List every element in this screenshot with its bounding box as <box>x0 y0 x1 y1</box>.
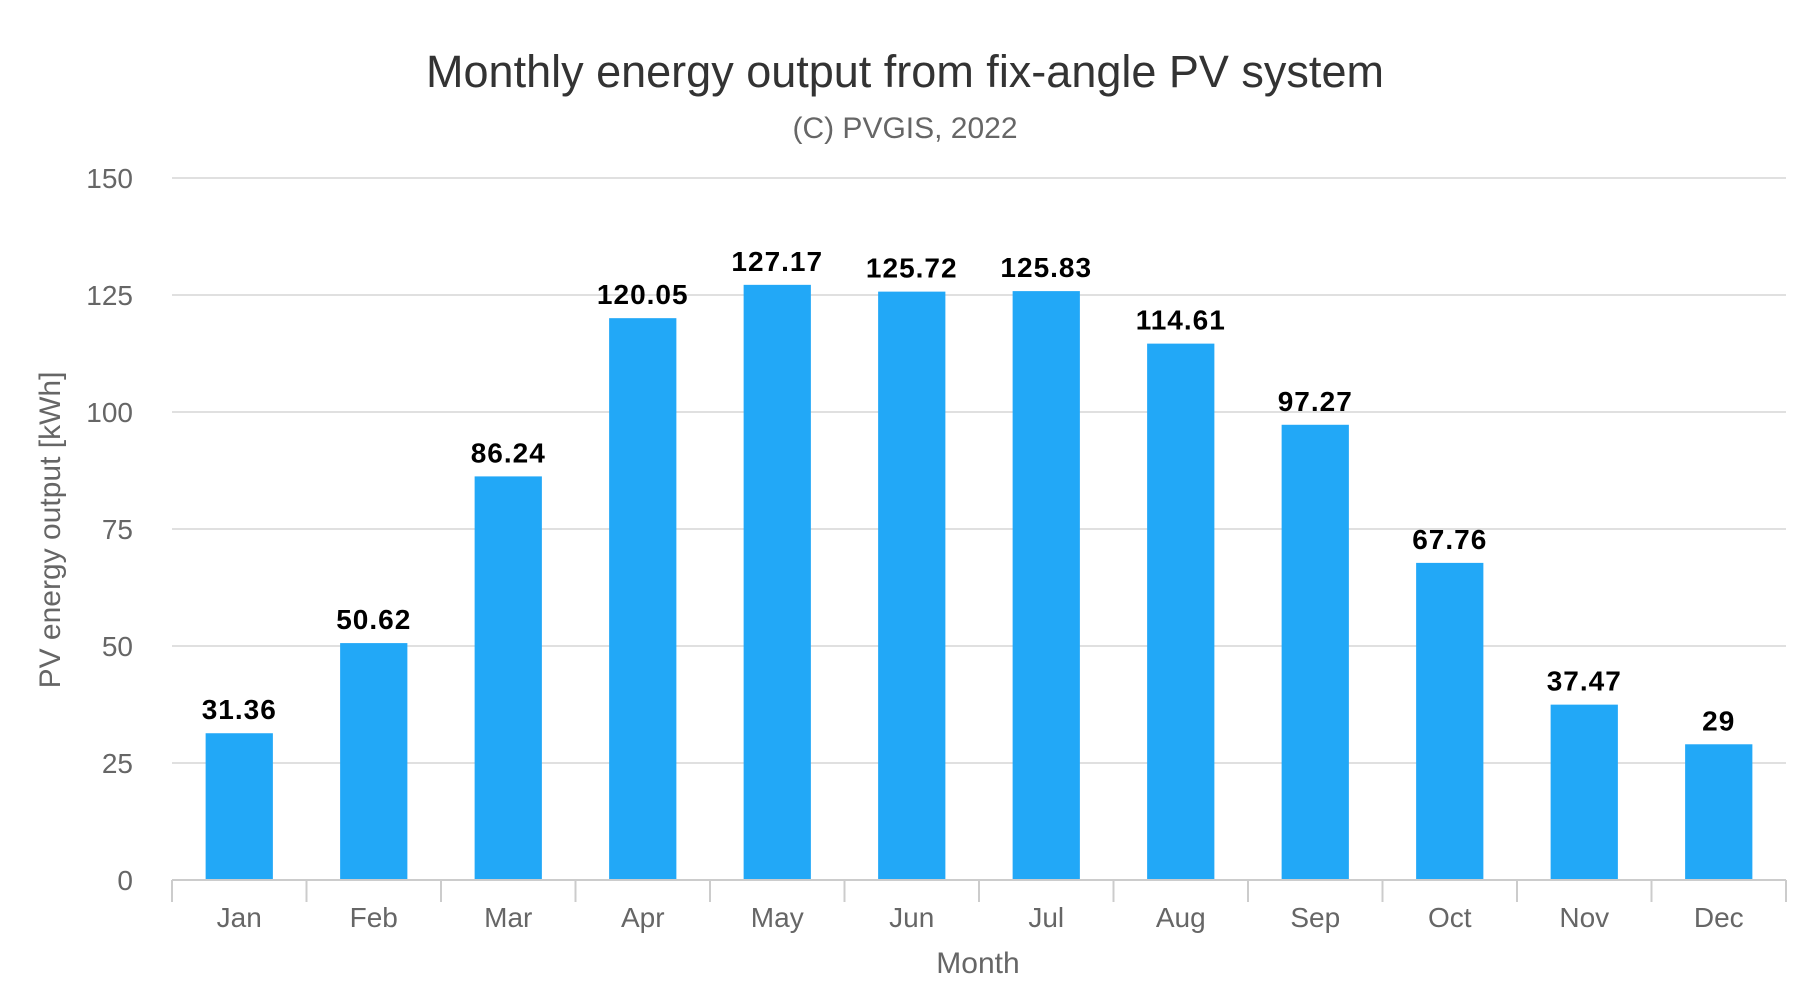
x-tick-label: Oct <box>1428 902 1472 933</box>
x-axis: Jan Feb Mar Apr May Jun Jul Aug Sep Oct Nov Dec <box>171 879 1787 933</box>
x-tick-label: Dec <box>1694 902 1744 933</box>
data-label: 67.76 <box>1412 524 1487 555</box>
data-label: 86.24 <box>471 437 546 468</box>
y-tick-label: 25 <box>102 748 133 779</box>
y-tick-label: 0 <box>117 865 133 896</box>
x-tick-label: May <box>751 902 804 933</box>
data-label: 120.05 <box>597 279 689 310</box>
bar-jun <box>878 291 946 881</box>
y-tick-label: 125 <box>86 280 133 311</box>
y-tick-label: 150 <box>86 163 133 194</box>
data-label: 114.61 <box>1136 305 1226 336</box>
bar-apr <box>609 318 677 880</box>
data-label: 127.17 <box>731 246 823 277</box>
y-tick-label: 50 <box>102 631 133 662</box>
y-tick-label: 75 <box>102 514 133 545</box>
data-label: 29 <box>1702 705 1735 736</box>
bar-dec <box>1685 744 1753 880</box>
x-axis-title: Month <box>936 947 1019 980</box>
x-tick-label: Sep <box>1290 902 1340 933</box>
data-labels: 31.36 50.62 86.24 120.05 127.17 125.72 125.83 1… <box>202 246 1735 736</box>
x-tick-label: Apr <box>621 902 665 933</box>
y-axis-ticks: 0 25 50 75 100 125 150 <box>86 163 133 896</box>
data-label: 97.27 <box>1278 386 1353 417</box>
data-label: 50.62 <box>336 604 411 635</box>
x-tick-label: Jul <box>1028 902 1064 933</box>
data-label: 125.72 <box>866 253 958 284</box>
bar-mar <box>474 476 542 880</box>
y-axis-title: PV energy output [kWh] <box>34 372 67 689</box>
x-tick-label: Aug <box>1156 902 1206 933</box>
x-tick-label: Jun <box>889 902 934 933</box>
x-tick-label: Feb <box>350 902 398 933</box>
bar-jul <box>1012 291 1080 880</box>
chart-subtitle: (C) PVGIS, 2022 <box>792 112 1017 145</box>
gridlines <box>172 177 1786 764</box>
bar-nov <box>1550 704 1618 880</box>
data-label: 31.36 <box>202 694 277 725</box>
bar-aug <box>1147 343 1215 880</box>
chart-title: Monthly energy output from fix-angle PV … <box>426 46 1384 97</box>
x-tick-label: Nov <box>1559 902 1609 933</box>
bar-may <box>743 284 811 881</box>
data-label: 125.83 <box>1000 252 1092 283</box>
x-tick-label: Mar <box>484 902 532 933</box>
y-tick-label: 100 <box>86 397 133 428</box>
bar-sep <box>1281 424 1349 880</box>
bar-jan <box>205 733 273 880</box>
bar-oct <box>1416 562 1484 880</box>
data-label: 37.47 <box>1547 666 1622 697</box>
bars <box>205 284 1753 881</box>
x-tick-label: Jan <box>217 902 262 933</box>
bar-feb <box>340 643 408 880</box>
